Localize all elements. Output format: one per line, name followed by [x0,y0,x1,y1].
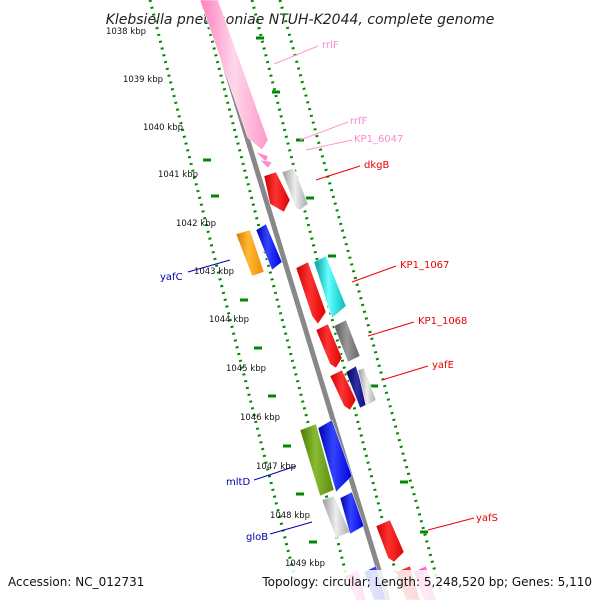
gene-label-KP1-1067: KP1_1067 [400,260,449,271]
kbp-label: 1042 kbp [176,219,216,229]
gene-KP1-1067 [295,261,327,325]
gene-label-mltD: mltD [226,477,250,488]
gene-dkgB [263,171,291,213]
gene-dkgB-neighbor [281,167,309,211]
gene-label-KP1-6047: KP1_6047 [354,134,403,145]
gene-label-rrlF: rrlF [322,40,339,51]
gene-yafE-neighbor-2 [357,367,377,407]
callout-lines [187,45,475,535]
gene-yafC [235,229,265,277]
gene-yafE [329,369,357,411]
gene-features [199,0,437,600]
kbp-label: 1049 kbp [285,559,325,569]
genome-summary-text: Topology: circular; Length: 5,248,520 bp… [261,575,592,589]
gene-KP1-1067-neighbor [313,255,347,319]
kbp-label: 1041 kbp [158,170,198,180]
gene-label-yafC: yafC [160,272,183,283]
accession-text: Accession: NC_012731 [8,575,144,589]
major-ticks [203,36,428,544]
gene-label-dkgB: dkgB [364,160,389,171]
kbp-label: 1040 kbp [143,123,183,133]
kbp-label: 1044 kbp [209,315,249,325]
gene-label-gloB: gloB [246,532,268,543]
gene-mltD-neighbor [317,419,353,493]
gene-label-rrfF: rrfF [350,116,368,127]
kbp-label: 1048 kbp [270,511,310,521]
gene-gloB-neighbor [339,491,365,535]
gene-labels: rrlF rrfF KP1_6047 dkgB yafC KP1_1067 KP… [160,40,498,543]
gene-KP1-1068-neighbor [333,319,361,363]
kbp-label: 1046 kbp [240,413,280,423]
footer-background [0,570,600,600]
gene-label-yafE: yafE [432,360,454,371]
gene-yafS [375,519,405,563]
gene-label-yafS: yafS [476,513,498,524]
kbp-label: 1047 kbp [256,462,296,472]
gene-KP1-6047 [259,159,273,169]
kbp-label: 1045 kbp [226,364,266,374]
kbp-label: 1043 kbp [194,267,234,277]
kbp-label: 1039 kbp [123,75,163,85]
kbp-label: 1038 kbp [106,27,146,37]
gene-label-KP1-1068: KP1_1068 [418,316,467,327]
genome-title: Klebsiella pneumoniae NTUH-K2044, comple… [106,12,495,28]
gene-KP1-1068 [315,323,343,369]
gene-yafC-neighbor [255,223,283,271]
gene-rrlF [199,0,269,151]
gene-rrfF [255,151,269,163]
kbp-labels: 1038 kbp 1039 kbp 1040 kbp 1041 kbp 1042… [106,27,325,569]
gene-mltD [299,423,335,497]
